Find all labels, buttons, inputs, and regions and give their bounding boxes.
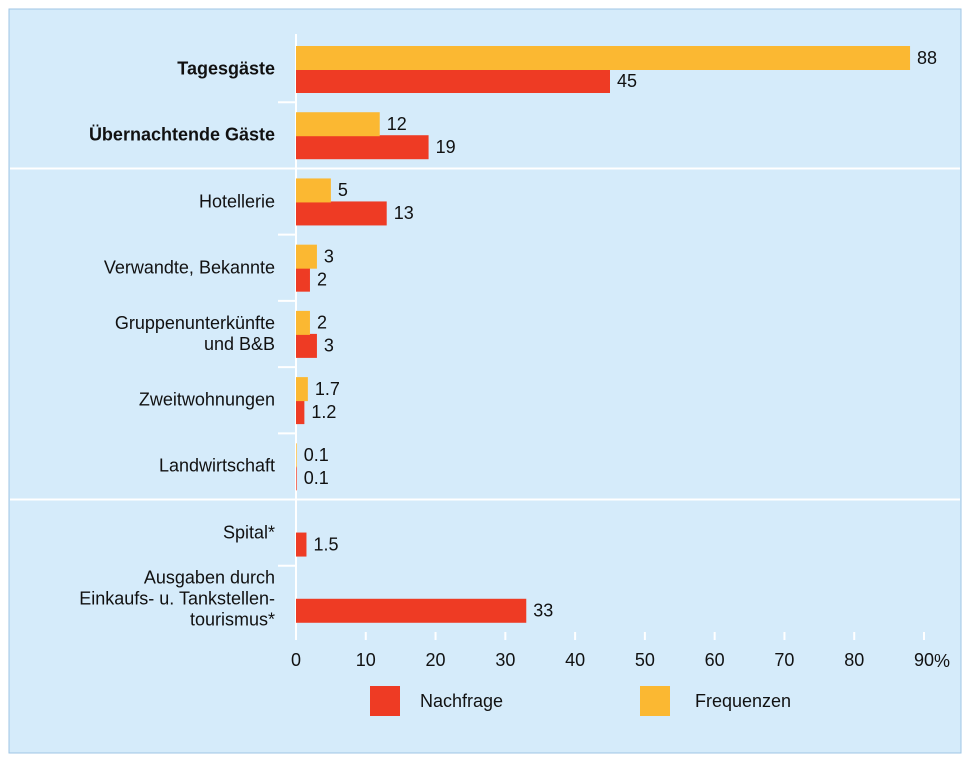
legend-swatch [640, 686, 670, 716]
bar [296, 532, 307, 557]
legend-swatch [370, 686, 400, 716]
x-tick-label: 40 [565, 650, 585, 670]
bar [296, 466, 297, 491]
bar [296, 112, 380, 137]
category-label: Hotellerie [198, 191, 275, 212]
value-label: 33 [533, 601, 553, 621]
x-tick-label: 50 [635, 650, 655, 670]
x-axis-unit: % [934, 651, 950, 671]
category-label: Ausgaben durch Einkaufs- u. Tankstellen-… [79, 567, 275, 630]
bar [296, 598, 527, 623]
bar [296, 135, 429, 160]
value-label: 1.2 [311, 402, 336, 422]
value-label: 0.1 [304, 468, 329, 488]
value-label: 13 [394, 203, 414, 223]
value-label: 88 [917, 48, 937, 68]
panel [8, 8, 962, 754]
bar [296, 267, 310, 292]
bar [296, 69, 610, 93]
bar [296, 46, 911, 70]
value-label: 2 [317, 313, 327, 333]
bar [296, 310, 310, 335]
value-label: 3 [324, 246, 334, 266]
category-label: Zweitwohnungen [138, 389, 275, 410]
value-label: 45 [617, 71, 637, 91]
category-label: Landwirtschaft [158, 455, 275, 476]
category-label: Tagesgäste [177, 58, 275, 79]
value-label: 19 [436, 137, 456, 157]
value-label: 0.1 [304, 445, 329, 465]
x-tick-label: 0 [291, 650, 301, 670]
value-label: 2 [317, 269, 327, 289]
bar [296, 333, 317, 358]
bar [296, 201, 387, 226]
x-tick-label: 60 [705, 650, 725, 670]
category-label: Übernachtende Gäste [88, 124, 275, 145]
x-tick-label: 30 [495, 650, 515, 670]
x-tick-label: 70 [774, 650, 794, 670]
category-label: Verwandte, Bekannte [103, 257, 275, 278]
bar [296, 178, 331, 203]
bar [296, 443, 297, 468]
value-label: 5 [338, 180, 348, 200]
x-tick-label: 10 [356, 650, 376, 670]
bar [296, 400, 305, 425]
value-label: 1.5 [313, 534, 338, 554]
value-label: 1.7 [315, 379, 340, 399]
x-tick-label: 80 [844, 650, 864, 670]
legend-label: Nachfrage [420, 691, 503, 711]
value-label: 12 [387, 114, 407, 134]
x-tick-label: 20 [426, 650, 446, 670]
x-tick-label: 90 [914, 650, 934, 670]
category-label: Gruppenunterkünfte und B&B [114, 313, 275, 354]
category-label: Spital* [222, 522, 275, 543]
bar [296, 244, 317, 269]
bar [296, 377, 308, 402]
legend-label: Frequenzen [695, 691, 791, 711]
value-label: 3 [324, 336, 334, 356]
